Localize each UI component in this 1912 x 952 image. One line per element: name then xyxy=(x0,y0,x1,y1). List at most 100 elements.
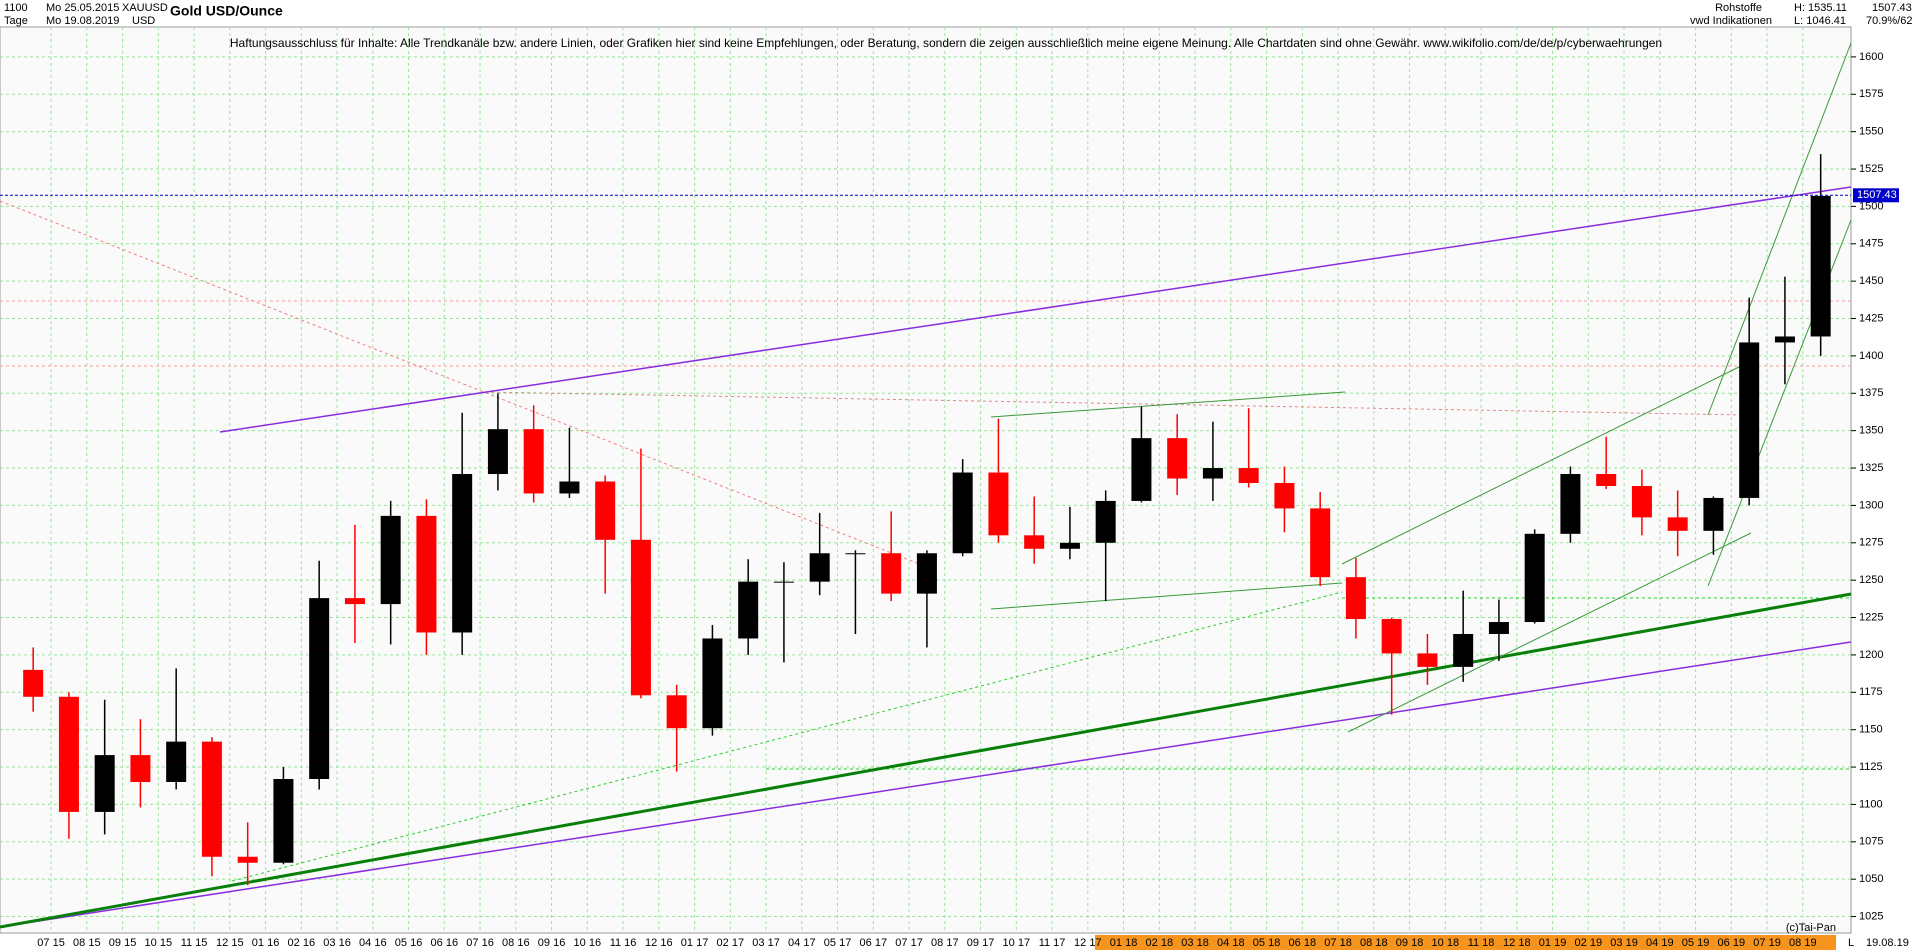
candle-body xyxy=(130,755,151,782)
last: 1507.43 xyxy=(1872,2,1912,14)
candle-body xyxy=(487,429,508,475)
x-tick-label: 05 17 xyxy=(824,937,852,949)
candle-body xyxy=(881,553,902,594)
x-tick-label: 02 19 xyxy=(1575,937,1603,949)
trend-line xyxy=(990,391,1346,418)
y-tick-label: 1250 xyxy=(1859,574,1883,586)
x-tick-label: 05 16 xyxy=(395,937,423,949)
x-tick-label: 06 18 xyxy=(1289,937,1317,949)
x-tick-label: 10 15 xyxy=(145,937,173,949)
candle-body xyxy=(702,638,723,729)
x-tick-label: 08 16 xyxy=(502,937,530,949)
range: 70.9%/625.2 xyxy=(1866,15,1912,27)
candle-body xyxy=(1274,482,1295,509)
x-tick-label: 08 15 xyxy=(73,937,101,949)
y-tick-label: 1450 xyxy=(1859,275,1883,287)
candle-body xyxy=(1774,336,1795,343)
x-tick-label: 02 16 xyxy=(288,937,316,949)
candle-body xyxy=(1453,633,1474,667)
candle-body xyxy=(94,755,115,812)
y-tick-label: 1175 xyxy=(1859,686,1883,698)
candle-body xyxy=(1095,500,1116,543)
y-tick-label: 1025 xyxy=(1859,910,1883,922)
header: 1100 Mo 25.05.2015 XAUUSD Tage Mo 19.08.… xyxy=(4,2,1912,50)
candle-body xyxy=(380,515,401,605)
candle-body xyxy=(1381,619,1402,654)
candle-body xyxy=(630,539,651,696)
y-tick-label: 1375 xyxy=(1859,387,1883,399)
candle-body xyxy=(1024,535,1045,549)
x-tick-label: 07 18 xyxy=(1324,937,1352,949)
candle-body xyxy=(1703,497,1724,531)
y-tick-label: 1325 xyxy=(1859,462,1883,474)
grid xyxy=(0,27,1851,933)
x-tick-label: 11 17 xyxy=(1039,937,1066,949)
trend-lines xyxy=(0,42,1852,929)
x-tick-label: 12 16 xyxy=(645,937,673,949)
currency: USD xyxy=(132,15,155,27)
x-tick-label: 10 17 xyxy=(1003,937,1031,949)
x-tick-label: 04 19 xyxy=(1646,937,1674,949)
time-highlight xyxy=(1095,935,1836,950)
x-tick-label: 06 19 xyxy=(1718,937,1746,949)
plot-area xyxy=(0,26,1852,934)
x-tick-label: 03 16 xyxy=(323,937,351,949)
candle-body xyxy=(309,598,330,780)
trend-line xyxy=(219,186,1852,433)
interval: Tage xyxy=(4,15,28,27)
candle-body xyxy=(988,472,1009,536)
candle-body xyxy=(523,429,544,494)
last-price-box xyxy=(1853,188,1899,203)
x-tick-label: 04 18 xyxy=(1217,937,1245,949)
x-tick-label: 09 17 xyxy=(967,937,995,949)
y-tick-label: 1275 xyxy=(1859,537,1883,549)
x-tick-label: 08 19 xyxy=(1789,937,1817,949)
candle-body xyxy=(237,856,258,863)
y-tick-label: 1125 xyxy=(1859,761,1883,773)
trend-line xyxy=(0,641,1852,928)
candle-body xyxy=(1131,438,1152,501)
trend-line xyxy=(484,391,1746,416)
x-tick-label: 03 17 xyxy=(752,937,780,949)
candle-body xyxy=(1631,485,1652,518)
x-tick-label: 07 17 xyxy=(895,937,923,949)
candle-body xyxy=(1739,342,1760,498)
y-tick-label: 1525 xyxy=(1859,163,1883,175)
trend-line xyxy=(990,582,1343,610)
candle-body xyxy=(559,481,580,494)
x-tick-label: 03 19 xyxy=(1610,937,1638,949)
y-tick-label: 1050 xyxy=(1859,873,1883,885)
x-tick-label: 07 15 xyxy=(37,937,65,949)
period: 1100 xyxy=(4,2,28,14)
low: L: 1046.41 xyxy=(1794,15,1846,27)
trend-line xyxy=(1707,42,1852,416)
candle-body xyxy=(273,779,294,863)
x-tick-label: 02 17 xyxy=(717,937,745,949)
candle-body xyxy=(1059,542,1080,549)
y-tick-label: 1300 xyxy=(1859,499,1883,511)
candle-body xyxy=(1524,533,1545,623)
candle-body xyxy=(809,553,830,582)
x-tick-label: 12 17 xyxy=(1074,937,1102,949)
x-tick-label: 03 18 xyxy=(1181,937,1209,949)
x-tick-label: 11 16 xyxy=(610,937,637,949)
trend-line xyxy=(1341,363,1746,565)
trend-line xyxy=(0,200,928,568)
candle-body xyxy=(452,474,473,633)
x-tick-label: 02 18 xyxy=(1146,937,1174,949)
y-tick-label: 1425 xyxy=(1859,312,1883,324)
copyright: (c)Tai-Pan xyxy=(1786,922,1836,934)
chart-title: Gold USD/Ounce xyxy=(170,3,283,19)
candle-body xyxy=(1810,195,1831,337)
x-tick-label: 08 17 xyxy=(931,937,959,949)
x-tick-label: 06 16 xyxy=(431,937,459,949)
x-tick-label: 04 16 xyxy=(359,937,387,949)
x-tick-label: 06 17 xyxy=(860,937,888,949)
x-tick-label: 09 15 xyxy=(109,937,137,949)
y-tick-label: 1350 xyxy=(1859,425,1883,437)
candle-body xyxy=(738,581,759,639)
candle-body xyxy=(773,581,794,583)
candle-body xyxy=(1488,622,1509,634)
x-tick-label: 11 15 xyxy=(181,937,208,949)
